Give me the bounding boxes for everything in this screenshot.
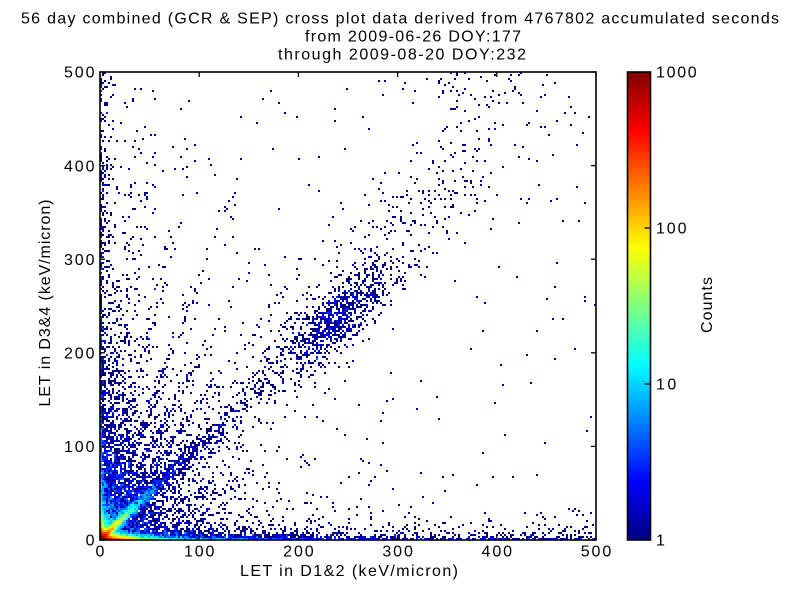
svg-text:500: 500 [581,544,612,561]
svg-text:0: 0 [86,533,95,550]
svg-text:LET in D3&4 (keV/micron): LET in D3&4 (keV/micron) [37,200,54,407]
svg-text:100: 100 [656,221,687,238]
svg-text:300: 300 [64,252,95,269]
svg-text:200: 200 [64,346,95,363]
svg-text:400: 400 [64,158,95,175]
svg-text:300: 300 [382,544,413,561]
svg-text:from 2009-06-26 DOY:177: from 2009-06-26 DOY:177 [305,29,521,46]
svg-text:through 2009-08-20 DOY:232: through 2009-08-20 DOY:232 [278,47,526,64]
svg-text:100: 100 [64,439,95,456]
svg-text:Counts: Counts [699,277,716,333]
svg-text:200: 200 [283,544,314,561]
svg-text:56 day combined (GCR & SEP) cr: 56 day combined (GCR & SEP) cross plot d… [21,11,779,28]
svg-text:500: 500 [64,65,95,82]
svg-text:LET in D1&2 (keV/micron): LET in D1&2 (keV/micron) [240,563,458,580]
svg-text:0: 0 [96,544,105,561]
svg-text:1: 1 [656,533,665,550]
svg-text:100: 100 [184,544,215,561]
svg-text:400: 400 [482,544,513,561]
svg-text:1000: 1000 [656,65,697,82]
